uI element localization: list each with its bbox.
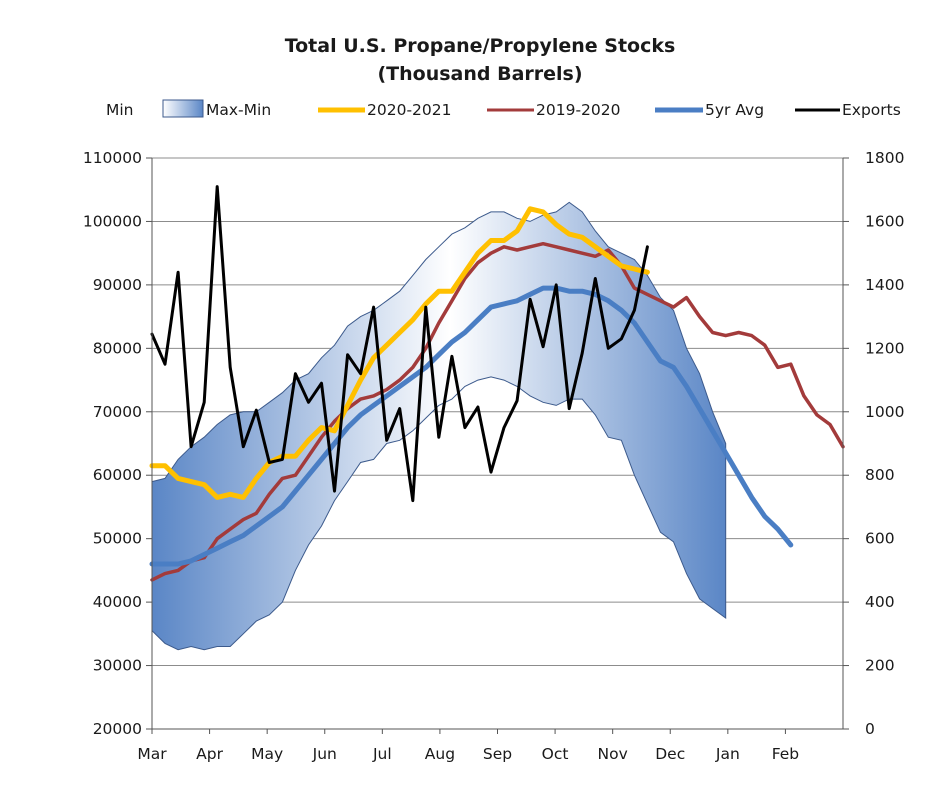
series-lines — [149, 185, 845, 582]
max-min-band — [151, 201, 727, 651]
y-tick-label-50000: 50000 — [93, 530, 142, 548]
y-tick-label-110000: 110000 — [83, 149, 142, 167]
y2-tick-label-1800: 1800 — [865, 149, 904, 167]
y2-tick-label-400: 400 — [865, 593, 895, 611]
legend-label-2019-2020: 2019-2020 — [536, 101, 621, 119]
y-tick-label-60000: 60000 — [93, 466, 142, 484]
x-tick-label-oct: Oct — [542, 745, 569, 763]
x-tick-label-jan: Jan — [715, 745, 740, 763]
y-tick-label-100000: 100000 — [83, 212, 142, 230]
legend-label-min: Min — [106, 101, 134, 119]
x-tick-label-jun: Jun — [312, 745, 337, 763]
legend-label-5yr-avg: 5yr Avg — [705, 101, 764, 119]
line-exports — [150, 185, 649, 503]
tick-labels: 20000 30000 40000 50000 60000 70000 80000 90000… — [83, 149, 905, 763]
x-tick-label-mar: Mar — [137, 745, 167, 763]
legend: Min Max-Min 2020-2021 2019-2020 5yr Avg … — [106, 99, 901, 119]
legend-label-2020-2021: 2020-2021 — [367, 101, 452, 119]
line-2020-2021 — [149, 206, 650, 500]
band-max-min — [151, 201, 727, 651]
line-2019-2020 — [150, 241, 845, 582]
line-5yr-avg — [149, 285, 794, 567]
y2-tick-label-1000: 1000 — [865, 403, 904, 421]
y2-tick-label-200: 200 — [865, 657, 895, 675]
chart-subtitle: (Thousand Barrels) — [377, 63, 582, 85]
axes — [146, 157, 849, 734]
x-tick-label-dec: Dec — [655, 745, 685, 763]
y2-tick-label-1200: 1200 — [865, 339, 904, 357]
legend-label-exports: Exports — [842, 101, 901, 119]
y-tick-label-80000: 80000 — [93, 339, 142, 357]
chart-title: Total U.S. Propane/Propylene Stocks — [285, 35, 676, 57]
y-tick-label-90000: 90000 — [93, 276, 142, 294]
x-tick-label-nov: Nov — [598, 745, 628, 763]
y2-tick-label-600: 600 — [865, 530, 895, 548]
y2-tick-label-1400: 1400 — [865, 276, 904, 294]
y2-tick-label-800: 800 — [865, 466, 895, 484]
x-tick-label-aug: Aug — [425, 745, 455, 763]
x-tick-label-sep: Sep — [483, 745, 512, 763]
x-tick-label-apr: Apr — [196, 745, 223, 763]
y2-tick-label-1600: 1600 — [865, 212, 904, 230]
x-tick-label-feb: Feb — [772, 745, 799, 763]
y-tick-label-70000: 70000 — [93, 403, 142, 421]
legend-swatch-max-min — [162, 99, 204, 118]
y-tick-label-20000: 20000 — [93, 720, 142, 738]
x-tick-label-may: May — [251, 745, 283, 763]
y-tick-label-40000: 40000 — [93, 593, 142, 611]
x-tick-label-jul: Jul — [372, 745, 392, 763]
y-tick-label-30000: 30000 — [93, 657, 142, 675]
legend-label-max-min: Max-Min — [206, 101, 271, 119]
y2-tick-label-0: 0 — [865, 720, 875, 738]
